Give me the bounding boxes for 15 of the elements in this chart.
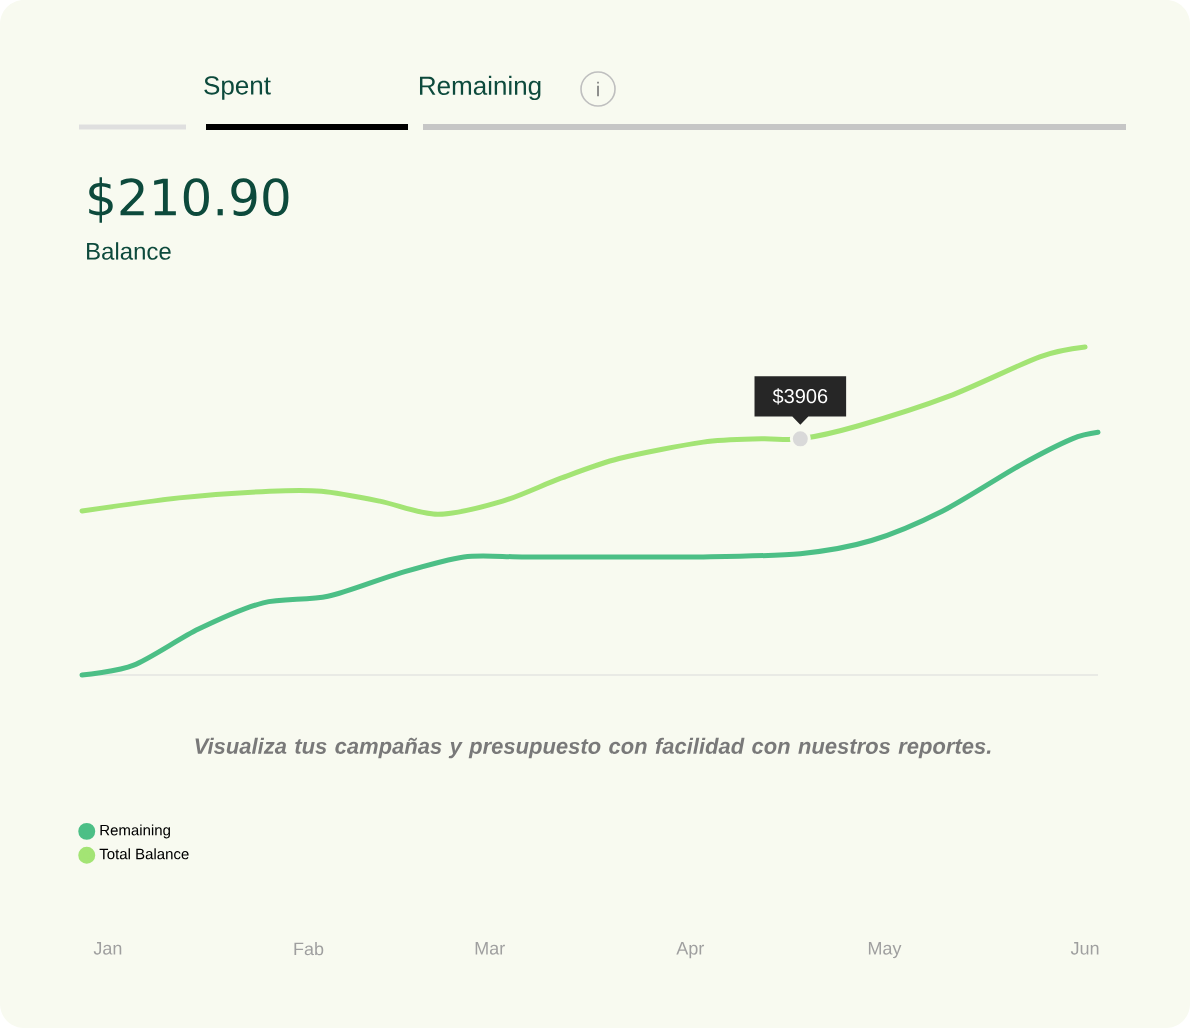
- annotation: $3906: [772, 388, 828, 405]
- text: Visualiza tus campañas y presupuesto con facilidad con nuestros reportes.: [195, 737, 991, 759]
- x-tick-label: Fab: [294, 942, 324, 956]
- text: Remaining: [419, 75, 541, 101]
- text: Spent: [204, 76, 271, 100]
- x-tick-label: Jan: [93, 942, 122, 955]
- x-tick-label: Apr: [676, 942, 705, 959]
- chart-title: $210.90: [89, 177, 289, 223]
- x-tick-label: Jun: [1070, 942, 1099, 955]
- legend-label: Remaining: [100, 824, 170, 839]
- chart-subtitle: Balance: [87, 242, 171, 260]
- text: i: [597, 81, 599, 97]
- x-tick-label: May: [868, 942, 902, 959]
- legend-label: Total Balance: [99, 848, 189, 860]
- x-tick-label: Mar: [475, 942, 505, 955]
